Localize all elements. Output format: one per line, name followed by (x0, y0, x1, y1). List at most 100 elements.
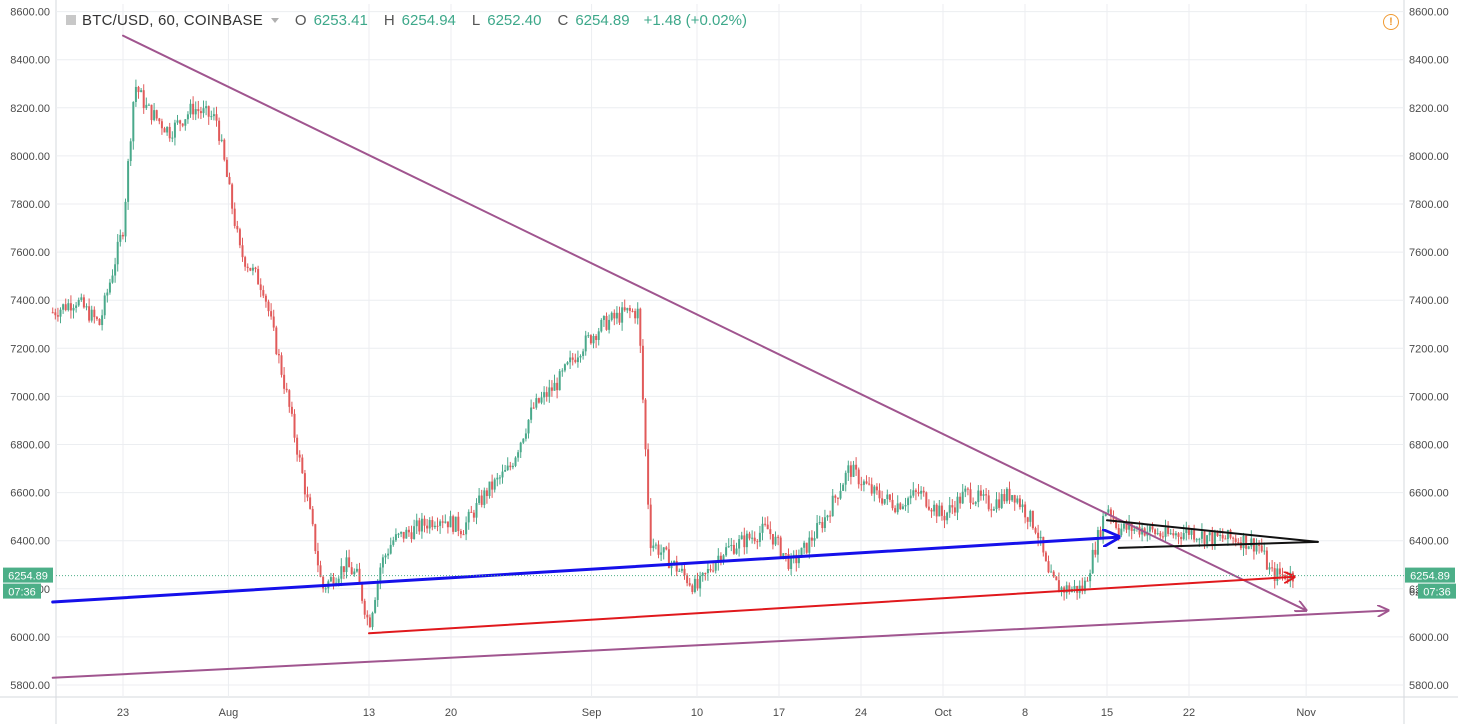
y-tick-label-left: 6400.00 (10, 536, 50, 548)
candle-body (810, 537, 813, 541)
candle-body (816, 523, 819, 539)
candle-body (1224, 538, 1227, 540)
candle-body (1089, 573, 1092, 582)
candle-body (553, 382, 556, 391)
x-tick-label: 15 (1101, 707, 1113, 719)
candle-body (1219, 535, 1222, 537)
candle-body (267, 301, 270, 312)
candle-body (888, 494, 891, 500)
candle-body (1281, 574, 1284, 576)
candle-body (1177, 533, 1180, 537)
candle-body (228, 176, 231, 185)
candle-body (95, 317, 98, 319)
candle-body (907, 498, 910, 506)
candle-body (119, 234, 122, 242)
warning-icon[interactable]: ! (1383, 14, 1399, 30)
candle-body (600, 319, 603, 332)
low-value: 6252.40 (487, 11, 542, 29)
candle-body (254, 267, 257, 270)
candle-body (1271, 567, 1274, 569)
candle-body (943, 515, 946, 521)
candle-body (324, 588, 327, 590)
candle-body (93, 309, 96, 318)
candle-body (1083, 580, 1086, 592)
candle-body (184, 119, 187, 126)
candle-body (610, 312, 613, 320)
candle-body (925, 492, 928, 507)
candle-body (134, 86, 137, 102)
candle-body (543, 392, 546, 398)
candle-body (428, 520, 431, 529)
candle-body (946, 512, 949, 521)
candle-body (1021, 504, 1024, 508)
y-tick-label-right: 5800.00 (1409, 680, 1449, 692)
candle-body (511, 465, 514, 468)
symbol-title[interactable]: BTC/USD, 60, COINBASE (82, 11, 263, 29)
high-label: H (383, 11, 395, 29)
candle-body (938, 505, 941, 517)
y-tick-label-right: 7000.00 (1409, 391, 1449, 403)
candle-body (771, 534, 774, 545)
close-value: 6254.89 (575, 11, 630, 29)
candle-body (823, 517, 826, 529)
candle-body (202, 108, 205, 114)
candle-body (342, 566, 345, 573)
candle-body (1258, 544, 1261, 546)
candle-body (189, 103, 192, 115)
candle-body (80, 297, 83, 300)
y-tick-label-left: 5800.00 (10, 680, 50, 692)
candle-body (977, 490, 980, 503)
red-arrow-line[interactable] (368, 577, 1294, 635)
candle-body (917, 491, 920, 494)
candle-body (150, 104, 153, 121)
candle-body (787, 554, 790, 569)
candle-body (522, 438, 525, 443)
candle-body (1180, 536, 1183, 540)
purple-support-line[interactable] (51, 610, 1388, 679)
blue-arrow-line[interactable] (51, 537, 1119, 604)
candle-body (959, 496, 962, 504)
candle-body (137, 86, 140, 93)
candle-body (751, 537, 754, 539)
candle-body (1198, 538, 1201, 540)
candle-body (316, 551, 319, 566)
candle-body (912, 490, 915, 496)
candle-body (176, 120, 179, 123)
candle-body (1247, 546, 1250, 549)
candle-body (158, 118, 161, 122)
candle-body (54, 312, 57, 316)
purple-down-trendline[interactable] (122, 34, 1306, 611)
candle-body (1117, 527, 1120, 536)
candle-body (556, 382, 559, 391)
candle-body (1263, 550, 1266, 552)
candle-body (639, 308, 642, 346)
chevron-down-icon[interactable] (270, 17, 279, 23)
candle-body (803, 542, 806, 548)
black-triangle-upper[interactable] (1106, 519, 1319, 543)
candle-body (233, 208, 236, 226)
candle-body (77, 299, 80, 306)
candle-body (576, 357, 579, 363)
candle-body (631, 310, 634, 312)
candle-body (740, 535, 743, 540)
candle-body (1052, 571, 1055, 577)
candle-body (488, 481, 491, 497)
candle-body (1003, 494, 1006, 502)
black-triangle-lower[interactable] (1117, 540, 1319, 549)
candle-body (181, 123, 184, 126)
candle-body (301, 457, 304, 474)
candle-body (930, 509, 933, 512)
candle-body (75, 305, 78, 308)
candle-body (296, 437, 299, 455)
x-tick-label: 17 (773, 707, 785, 719)
candle-body (127, 161, 130, 202)
candle-body (449, 516, 452, 528)
candle-body (1234, 538, 1237, 543)
candle-body (972, 502, 975, 504)
y-tick-label-left: 8200.00 (10, 103, 50, 115)
y-tick-label-right: 8000.00 (1409, 151, 1449, 163)
candle-body (756, 541, 759, 543)
candle-body (790, 556, 793, 569)
candle-body (465, 522, 468, 535)
